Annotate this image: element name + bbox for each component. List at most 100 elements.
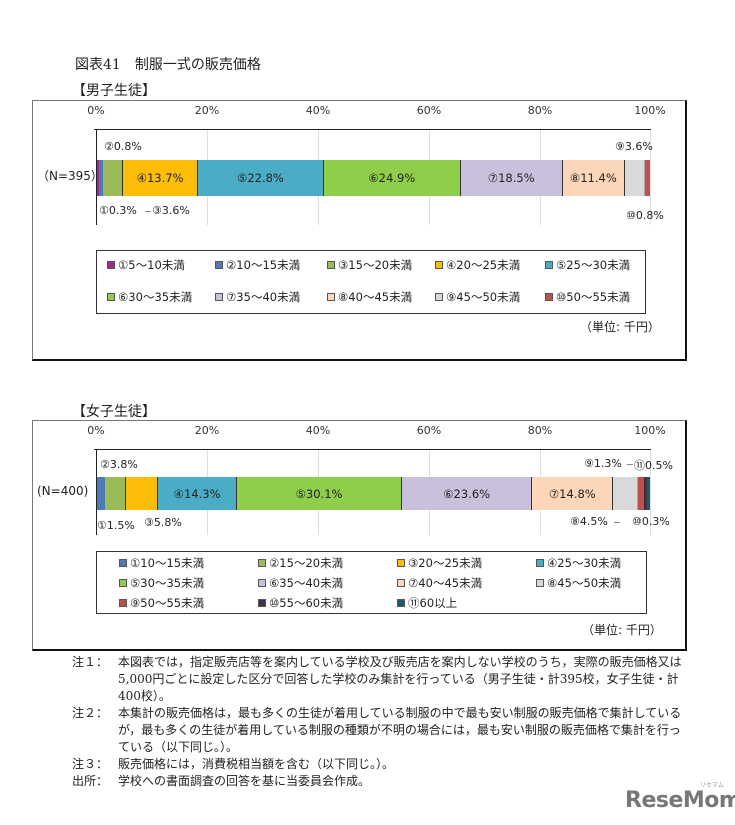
male-seg-8-label: ⑧11.4%	[569, 171, 617, 185]
swatch-icon	[397, 559, 405, 567]
legend-label: ⑧45～50未満	[547, 576, 622, 590]
female-legend-item-5: ⑤30～35未満	[119, 575, 204, 591]
female-seg-10	[644, 477, 648, 510]
male-legend-item-4: ④20～25未満	[435, 257, 520, 273]
legend-label: ⑥30～35未満	[118, 290, 193, 304]
female-legend-item-11: ⑪60以上	[397, 595, 457, 611]
female-stacked-bar: ④14.3% ⑤30.1% ⑥23.6% ⑦14.8%	[97, 477, 650, 510]
female-callout-9: ⑨1.3%	[584, 457, 622, 470]
swatch-icon	[397, 579, 405, 587]
female-seg-3	[126, 477, 159, 510]
note-text: 本集計の販売価格は，最も多くの生徒が着用している制服の中で最も安い制服の販売価格…	[118, 706, 682, 754]
legend-label: ⑪60以上	[408, 596, 458, 610]
male-unit-label: （単位: 千円）	[580, 320, 660, 334]
gridline	[650, 449, 651, 535]
male-seg-8: ⑧11.4%	[562, 160, 626, 196]
male-legend-item-9: ⑨45～50未満	[435, 289, 520, 305]
female-axis-tick-0: 0%	[87, 424, 105, 437]
legend-label: ⑨50～55未満	[130, 596, 205, 610]
swatch-icon	[327, 261, 335, 269]
female-seg-2	[105, 477, 127, 510]
callout-leader	[627, 464, 633, 465]
male-seg-3	[103, 160, 123, 196]
note-2: 注２： 本集計の販売価格は，最も多くの生徒が着用している制服の中で最も安い制服の販…	[72, 705, 692, 756]
female-axis-tick-80: 80%	[527, 424, 553, 437]
female-callout-3: ③5.8%	[144, 516, 182, 529]
swatch-icon	[258, 559, 266, 567]
female-legend-item-3: ③20～25未満	[397, 555, 482, 571]
note-key: 注１：	[72, 655, 109, 669]
female-section-title: 【女子生徒】	[72, 404, 156, 420]
male-axis-tick-40: 40%	[305, 104, 331, 117]
female-seg-8	[613, 477, 638, 510]
female-legend-item-8: ⑧45～50未満	[536, 575, 621, 591]
note-text: 学校への書面調査の回答を基に当委員会作成。	[118, 774, 371, 788]
swatch-icon	[119, 599, 127, 607]
note-source: 出所： 学校への書面調査の回答を基に当委員会作成。	[72, 773, 692, 790]
swatch-icon	[107, 261, 115, 269]
male-seg-2	[98, 160, 104, 196]
female-callout-1: ①1.5%	[97, 519, 135, 532]
swatch-icon	[435, 261, 443, 269]
female-seg-1	[97, 477, 106, 510]
y-axis-line	[96, 129, 97, 225]
male-seg-10	[644, 160, 650, 196]
swatch-icon	[327, 293, 335, 301]
male-seg-6-label: ⑥24.9%	[368, 171, 416, 185]
swatch-icon	[536, 559, 544, 567]
female-legend-item-10: ⑩55～60未満	[258, 595, 343, 611]
legend-label: ⑩55～60未満	[269, 596, 344, 610]
swatch-icon	[258, 579, 266, 587]
legend-label: ⑤25～30未満	[556, 258, 631, 272]
male-seg-4: ④13.7%	[122, 160, 199, 196]
callout-leader	[145, 211, 151, 212]
x-axis-line	[94, 449, 651, 450]
male-callout-9: ⑨3.6%	[615, 140, 653, 153]
swatch-icon	[215, 261, 223, 269]
female-seg-6: ⑥23.6%	[402, 477, 533, 510]
legend-label: ②15～20未満	[269, 556, 344, 570]
legend-label: ⑩50～55未満	[556, 290, 631, 304]
male-callout-3: ③3.6%	[152, 204, 190, 217]
male-section-title: 【男子生徒】	[72, 83, 156, 99]
swatch-icon	[119, 559, 127, 567]
female-unit-label: （単位: 千円）	[582, 623, 662, 637]
male-legend-item-1: ①5～10未満	[107, 257, 185, 273]
male-legend-item-5: ⑤25～30未満	[545, 257, 630, 273]
legend-label: ⑦35～40未満	[226, 290, 301, 304]
note-key: 注３：	[72, 757, 109, 771]
legend-label: ②10～15未満	[226, 258, 301, 272]
legend-label: ③15～20未満	[338, 258, 413, 272]
female-legend-item-2: ②15～20未満	[258, 555, 343, 571]
male-seg-9	[625, 160, 645, 196]
resemom-logo-sub: リセマム	[700, 782, 725, 789]
callout-leader	[614, 522, 620, 523]
female-seg-7-label: ⑦14.8%	[548, 486, 596, 501]
legend-label: ①5～10未満	[118, 258, 185, 272]
female-seg-5: ⑤30.1%	[236, 477, 403, 510]
male-legend-item-10: ⑩50～55未満	[545, 289, 630, 305]
male-axis-tick-0: 0%	[87, 104, 105, 117]
male-legend	[96, 250, 646, 314]
female-callout-8: ⑧4.5%	[570, 515, 608, 528]
female-seg-4: ④14.3%	[158, 477, 237, 510]
legend-label: ⑤30～35未満	[130, 576, 205, 590]
male-seg-6: ⑥24.9%	[323, 160, 461, 196]
figure-title: 図表41 制服一式の販売価格	[75, 57, 261, 73]
male-axis-tick-20: 20%	[194, 104, 220, 117]
male-n-label: （N=395）	[37, 169, 103, 183]
note-text: 本図表では，指定販売店等を案内している学校及び販売店を案内しない学校のうち，実際…	[118, 655, 682, 703]
male-callout-2: ②0.8%	[104, 140, 142, 153]
x-axis-line	[94, 129, 651, 130]
female-seg-6-label: ⑥23.6%	[443, 486, 491, 501]
male-seg-4-label: ④13.7%	[136, 171, 184, 185]
male-callout-10: ⑩0.8%	[626, 209, 664, 222]
male-legend-item-6: ⑥30～35未満	[107, 289, 192, 305]
swatch-icon	[545, 293, 553, 301]
female-legend-item-9: ⑨50～55未満	[119, 595, 204, 611]
female-legend-item-1: ①10～15未満	[119, 555, 204, 571]
female-n-label: (N=400)	[37, 484, 89, 498]
legend-label: ①10～15未満	[130, 556, 205, 570]
swatch-icon	[107, 293, 115, 301]
male-seg-7: ⑦18.5%	[460, 160, 563, 196]
